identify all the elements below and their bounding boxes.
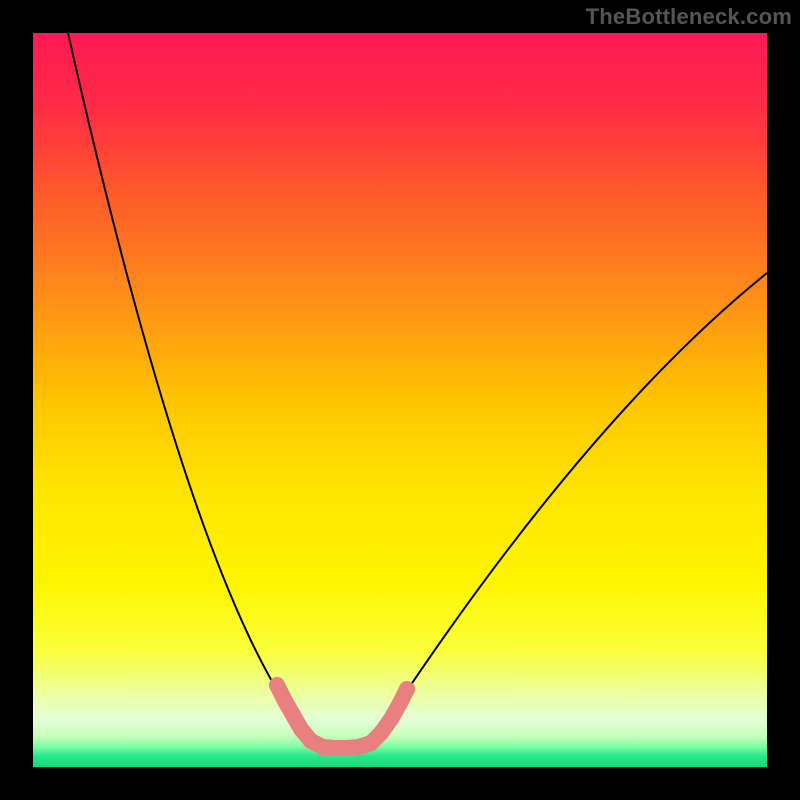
v-curve: [33, 33, 767, 767]
figure-canvas: TheBottleneck.com: [0, 0, 800, 800]
watermark-text: TheBottleneck.com: [586, 4, 792, 30]
plot-area: [33, 33, 767, 767]
